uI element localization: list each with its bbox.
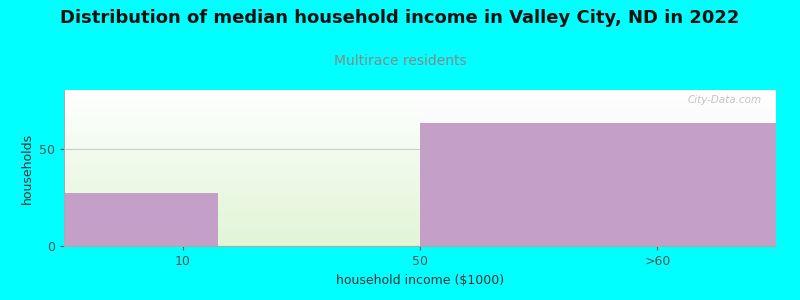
Bar — [420, 123, 776, 246]
Text: Multirace residents: Multirace residents — [334, 54, 466, 68]
Y-axis label: households: households — [21, 132, 34, 204]
Bar — [64, 193, 218, 246]
X-axis label: household income ($1000): household income ($1000) — [336, 274, 504, 286]
Text: City-Data.com: City-Data.com — [688, 95, 762, 105]
Text: Distribution of median household income in Valley City, ND in 2022: Distribution of median household income … — [60, 9, 740, 27]
